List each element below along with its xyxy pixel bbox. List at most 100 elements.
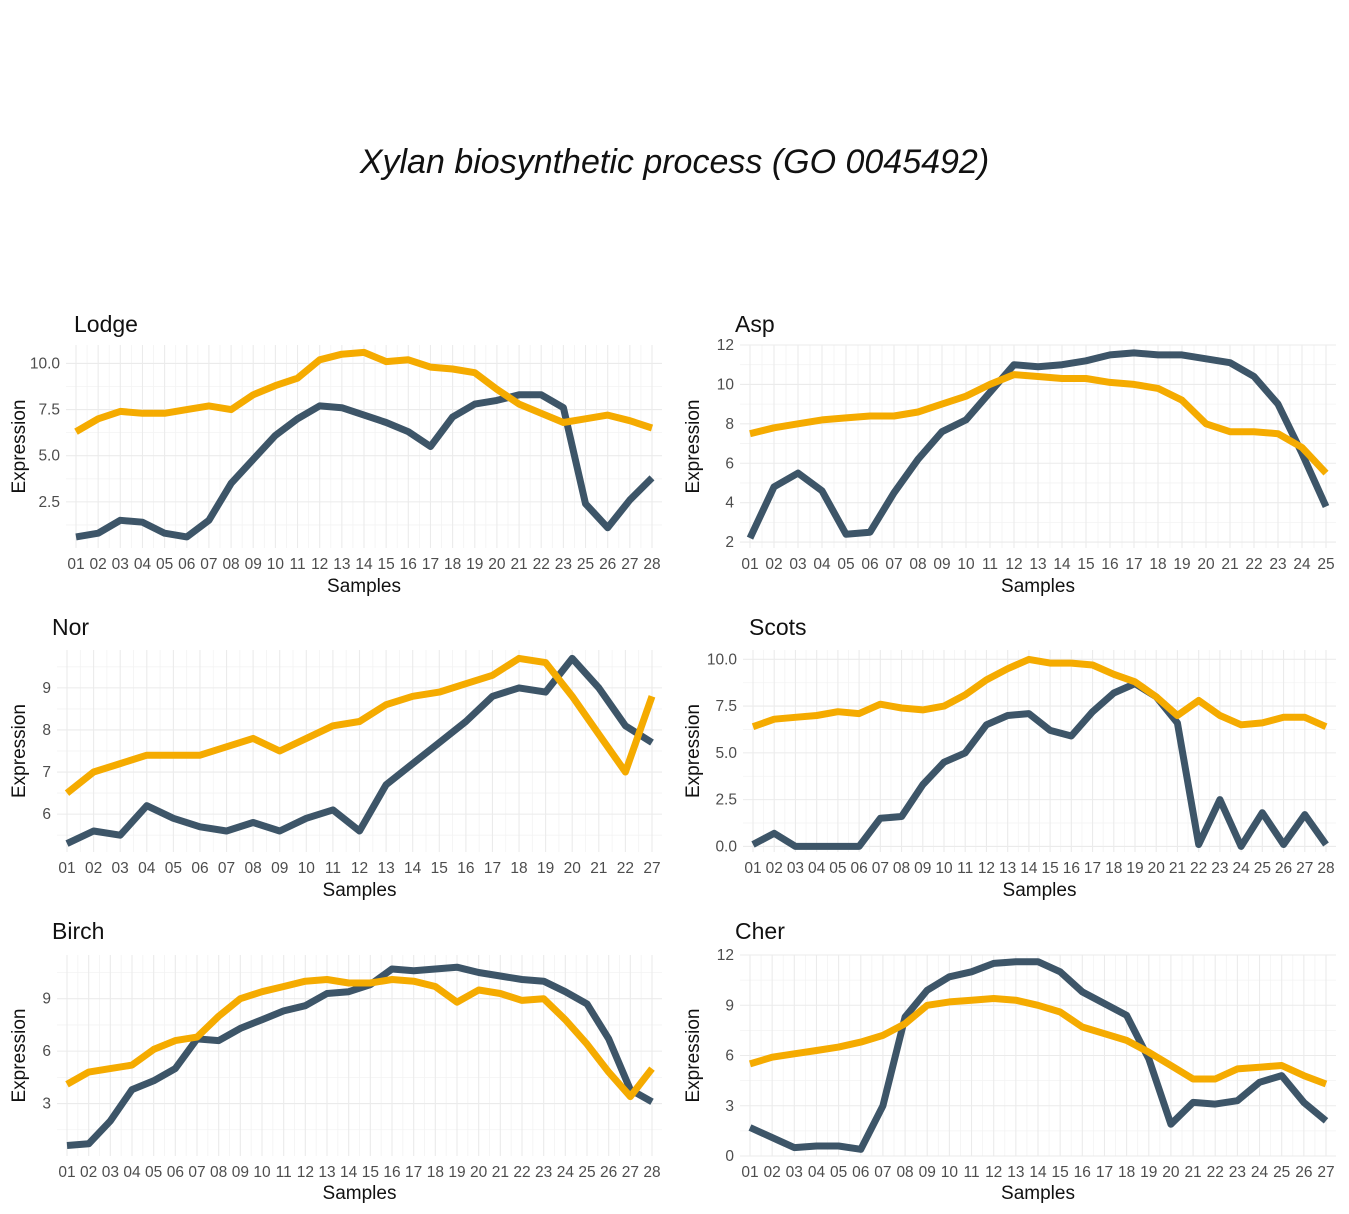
panel-scots: 0.0 2.5 5.0 7.5 10.0 01 02 03 04 05 06 07 08 09 10 11 12…	[683, 614, 1336, 901]
x-tick-label: 26	[599, 556, 616, 573]
panel-nor: 6 7 8 9 01 02 03 04 05 06 07 08 09 10 11 12 13 14 15 16 17 18…	[9, 614, 662, 901]
x-tick-label: 04	[134, 556, 152, 573]
x-axis-label: Samples	[1003, 880, 1077, 901]
x-tick-label: 12	[351, 860, 368, 877]
x-tick-label: 19	[466, 556, 483, 573]
panel-lodge: 2.5 5.0 7.5 10.0 01 02 03 04 05 06 07 08 09 10 11 12 13 1…	[9, 311, 662, 597]
x-tick-label: 11	[957, 860, 973, 877]
x-tick-label: 09	[232, 1164, 249, 1181]
panel-title: Asp	[735, 311, 775, 337]
x-tick-label: 25	[1254, 860, 1271, 877]
x-tick-label: 18	[1149, 556, 1166, 573]
x-tick-label: 01	[741, 556, 758, 573]
x-tick-label: 17	[1125, 556, 1142, 573]
x-tick-label: 14	[1053, 556, 1071, 573]
x-tick-label: 04	[138, 860, 156, 877]
panel-birch: 3 6 9 01 02 03 04 05 06 07 08 09 10 11 12 13 14 15 16 17 18 1…	[9, 918, 662, 1204]
x-tick-label: 17	[1096, 1164, 1113, 1181]
x-tick-label: 27	[622, 1164, 639, 1181]
x-tick-label: 12	[985, 1164, 1002, 1181]
panel-title: Birch	[52, 918, 104, 944]
x-tick-label: 11	[289, 556, 305, 573]
x-tick-label: 08	[222, 556, 239, 573]
y-axis-label: Expression	[683, 1009, 704, 1103]
x-tick-label: 13	[999, 860, 1016, 877]
x-tick-label: 26	[600, 1164, 617, 1181]
x-tick-label: 23	[535, 1164, 552, 1181]
y-tick-label: 6	[42, 1043, 51, 1060]
x-tick-label: 05	[830, 1164, 847, 1181]
x-tick-label: 14	[404, 860, 422, 877]
x-tick-label: 25	[577, 556, 594, 573]
x-tick-label: 08	[893, 860, 910, 877]
x-tick-label: 05	[145, 1164, 162, 1181]
x-tick-label: 03	[787, 860, 804, 877]
x-tick-label: 21	[492, 1164, 509, 1181]
x-tick-label: 05	[829, 860, 846, 877]
x-tick-label: 20	[564, 860, 582, 877]
x-tick-label: 16	[1074, 1164, 1091, 1181]
y-tick-label: 2.5	[38, 494, 60, 511]
x-tick-label: 03	[112, 556, 129, 573]
x-tick-label: 01	[58, 1164, 75, 1181]
x-tick-label: 15	[1077, 556, 1094, 573]
y-axis-label: Expression	[683, 704, 704, 798]
series-line-gold	[64, 654, 656, 796]
x-tick-label: 05	[837, 556, 854, 573]
x-tick-label: 07	[218, 860, 235, 877]
x-tick-label: 23	[555, 556, 572, 573]
x-tick-label: 13	[1007, 1164, 1024, 1181]
x-tick-label: 17	[405, 1164, 422, 1181]
y-tick-label: 0	[725, 1148, 734, 1165]
x-tick-label: 21	[1184, 1164, 1201, 1181]
x-tick-label: 14	[1020, 860, 1038, 877]
x-tick-label: 02	[85, 860, 102, 877]
x-tick-label: 13	[333, 556, 350, 573]
y-tick-label: 10	[717, 376, 735, 393]
y-tick-label: 7.5	[38, 402, 60, 419]
series-line-dark	[751, 680, 1329, 850]
y-tick-label: 5.0	[38, 448, 60, 465]
x-tick-label: 12	[1005, 556, 1022, 573]
x-tick-label: 04	[808, 860, 826, 877]
y-tick-label: 4	[725, 495, 734, 512]
x-tick-label: 19	[537, 860, 554, 877]
y-axis-label: Expression	[9, 400, 30, 494]
x-tick-label: 22	[533, 556, 550, 573]
x-tick-label: 10	[935, 860, 953, 877]
x-tick-label: 23	[1211, 860, 1228, 877]
x-tick-label: 02	[766, 860, 783, 877]
x-tick-label: 28	[643, 556, 660, 573]
x-tick-label: 18	[444, 556, 461, 573]
x-axis-label: Samples	[323, 880, 397, 901]
x-tick-label: 03	[789, 556, 806, 573]
x-tick-label: 20	[488, 556, 506, 573]
x-tick-label: 28	[643, 1164, 660, 1181]
x-tick-label: 09	[933, 556, 950, 573]
x-tick-label: 27	[643, 860, 660, 877]
x-tick-label: 09	[271, 860, 288, 877]
y-tick-label: 3	[725, 1098, 734, 1115]
x-tick-label: 06	[850, 860, 867, 877]
x-tick-label: 24	[1293, 556, 1311, 573]
x-tick-label: 11	[276, 1164, 292, 1181]
x-tick-label: 21	[1169, 860, 1186, 877]
series-line-gold	[748, 995, 1328, 1088]
x-tick-label: 11	[325, 860, 341, 877]
x-tick-label: 09	[245, 556, 262, 573]
y-tick-label: 7	[42, 764, 51, 781]
x-tick-label: 15	[362, 1164, 379, 1181]
x-tick-label: 03	[786, 1164, 803, 1181]
series-line-gold	[751, 655, 1328, 730]
series-line-dark	[66, 963, 654, 1149]
x-tick-label: 21	[1221, 556, 1238, 573]
y-tick-label: 6	[725, 455, 734, 472]
y-tick-label: 10.0	[707, 651, 738, 668]
x-tick-label: 07	[874, 1164, 891, 1181]
y-tick-label: 7.5	[715, 698, 737, 715]
x-tick-label: 07	[200, 556, 217, 573]
x-tick-label: 16	[383, 1164, 400, 1181]
